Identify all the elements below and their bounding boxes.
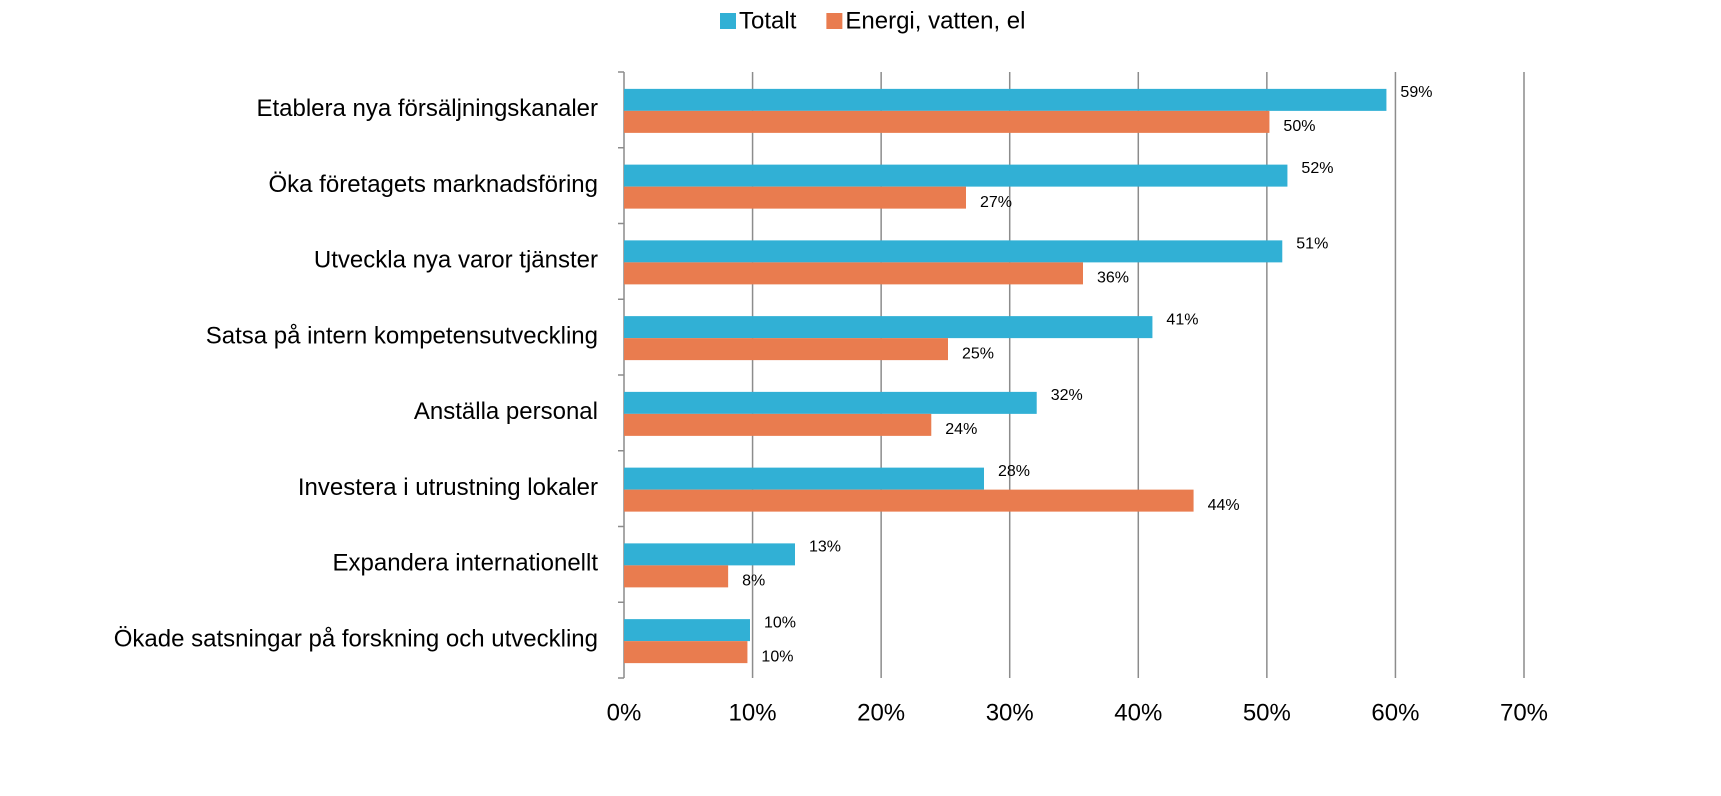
- bar: [624, 240, 1283, 263]
- x-tick-label: 50%: [1243, 699, 1291, 726]
- value-label: 8%: [742, 573, 765, 590]
- value-label: 41%: [1166, 311, 1198, 328]
- bar: [624, 391, 1037, 414]
- value-label: 25%: [962, 345, 994, 362]
- value-label: 52%: [1301, 160, 1333, 177]
- x-tick-label: 0%: [607, 699, 642, 726]
- bar: [624, 619, 750, 642]
- value-label: 59%: [1400, 84, 1432, 101]
- bar: [624, 316, 1153, 339]
- bar: [624, 88, 1387, 111]
- bar: [624, 262, 1083, 285]
- bar: [624, 641, 748, 664]
- value-label: 28%: [998, 463, 1030, 480]
- x-tick-label: 40%: [1114, 699, 1162, 726]
- x-tick-label: 10%: [729, 699, 777, 726]
- legend-swatch: [826, 13, 843, 29]
- category-label: Ökade satsningar på forskning och utveck…: [114, 625, 598, 652]
- category-label: Utveckla nya varor tjänster: [314, 247, 598, 274]
- category-label: Etablera nya försäljningskanaler: [256, 95, 598, 122]
- category-label: Anställa personal: [414, 398, 598, 425]
- bar: [624, 543, 795, 566]
- value-label: 10%: [761, 648, 793, 665]
- bar: [624, 467, 984, 490]
- value-label: 50%: [1283, 118, 1315, 135]
- bar: [624, 565, 729, 588]
- bar: [624, 338, 948, 361]
- x-tick-label: 70%: [1500, 699, 1548, 726]
- bar: [624, 186, 966, 209]
- value-label: 13%: [809, 539, 841, 556]
- value-label: 10%: [764, 614, 796, 631]
- category-label: Investera i utrustning lokaler: [298, 474, 598, 501]
- value-label: 36%: [1097, 270, 1129, 287]
- bar: [624, 413, 932, 436]
- bar: [624, 489, 1194, 512]
- value-label: 27%: [980, 194, 1012, 211]
- bar: [624, 110, 1270, 133]
- legend-swatch: [720, 13, 736, 29]
- value-label: 51%: [1296, 236, 1328, 253]
- x-tick-label: 20%: [857, 699, 905, 726]
- category-label: Öka företagets marknadsföring: [269, 171, 599, 198]
- bar: [624, 164, 1288, 187]
- value-label: 24%: [945, 421, 977, 438]
- value-label: 44%: [1208, 497, 1240, 514]
- category-label: Expandera internationellt: [332, 550, 598, 577]
- legend-label: Energi, vatten, el: [845, 7, 1025, 34]
- x-tick-label: 30%: [986, 699, 1034, 726]
- value-label: 32%: [1051, 387, 1083, 404]
- x-tick-label: 60%: [1371, 699, 1419, 726]
- legend-label: Totalt: [739, 7, 797, 34]
- category-label: Satsa på intern kompetensutveckling: [206, 322, 598, 349]
